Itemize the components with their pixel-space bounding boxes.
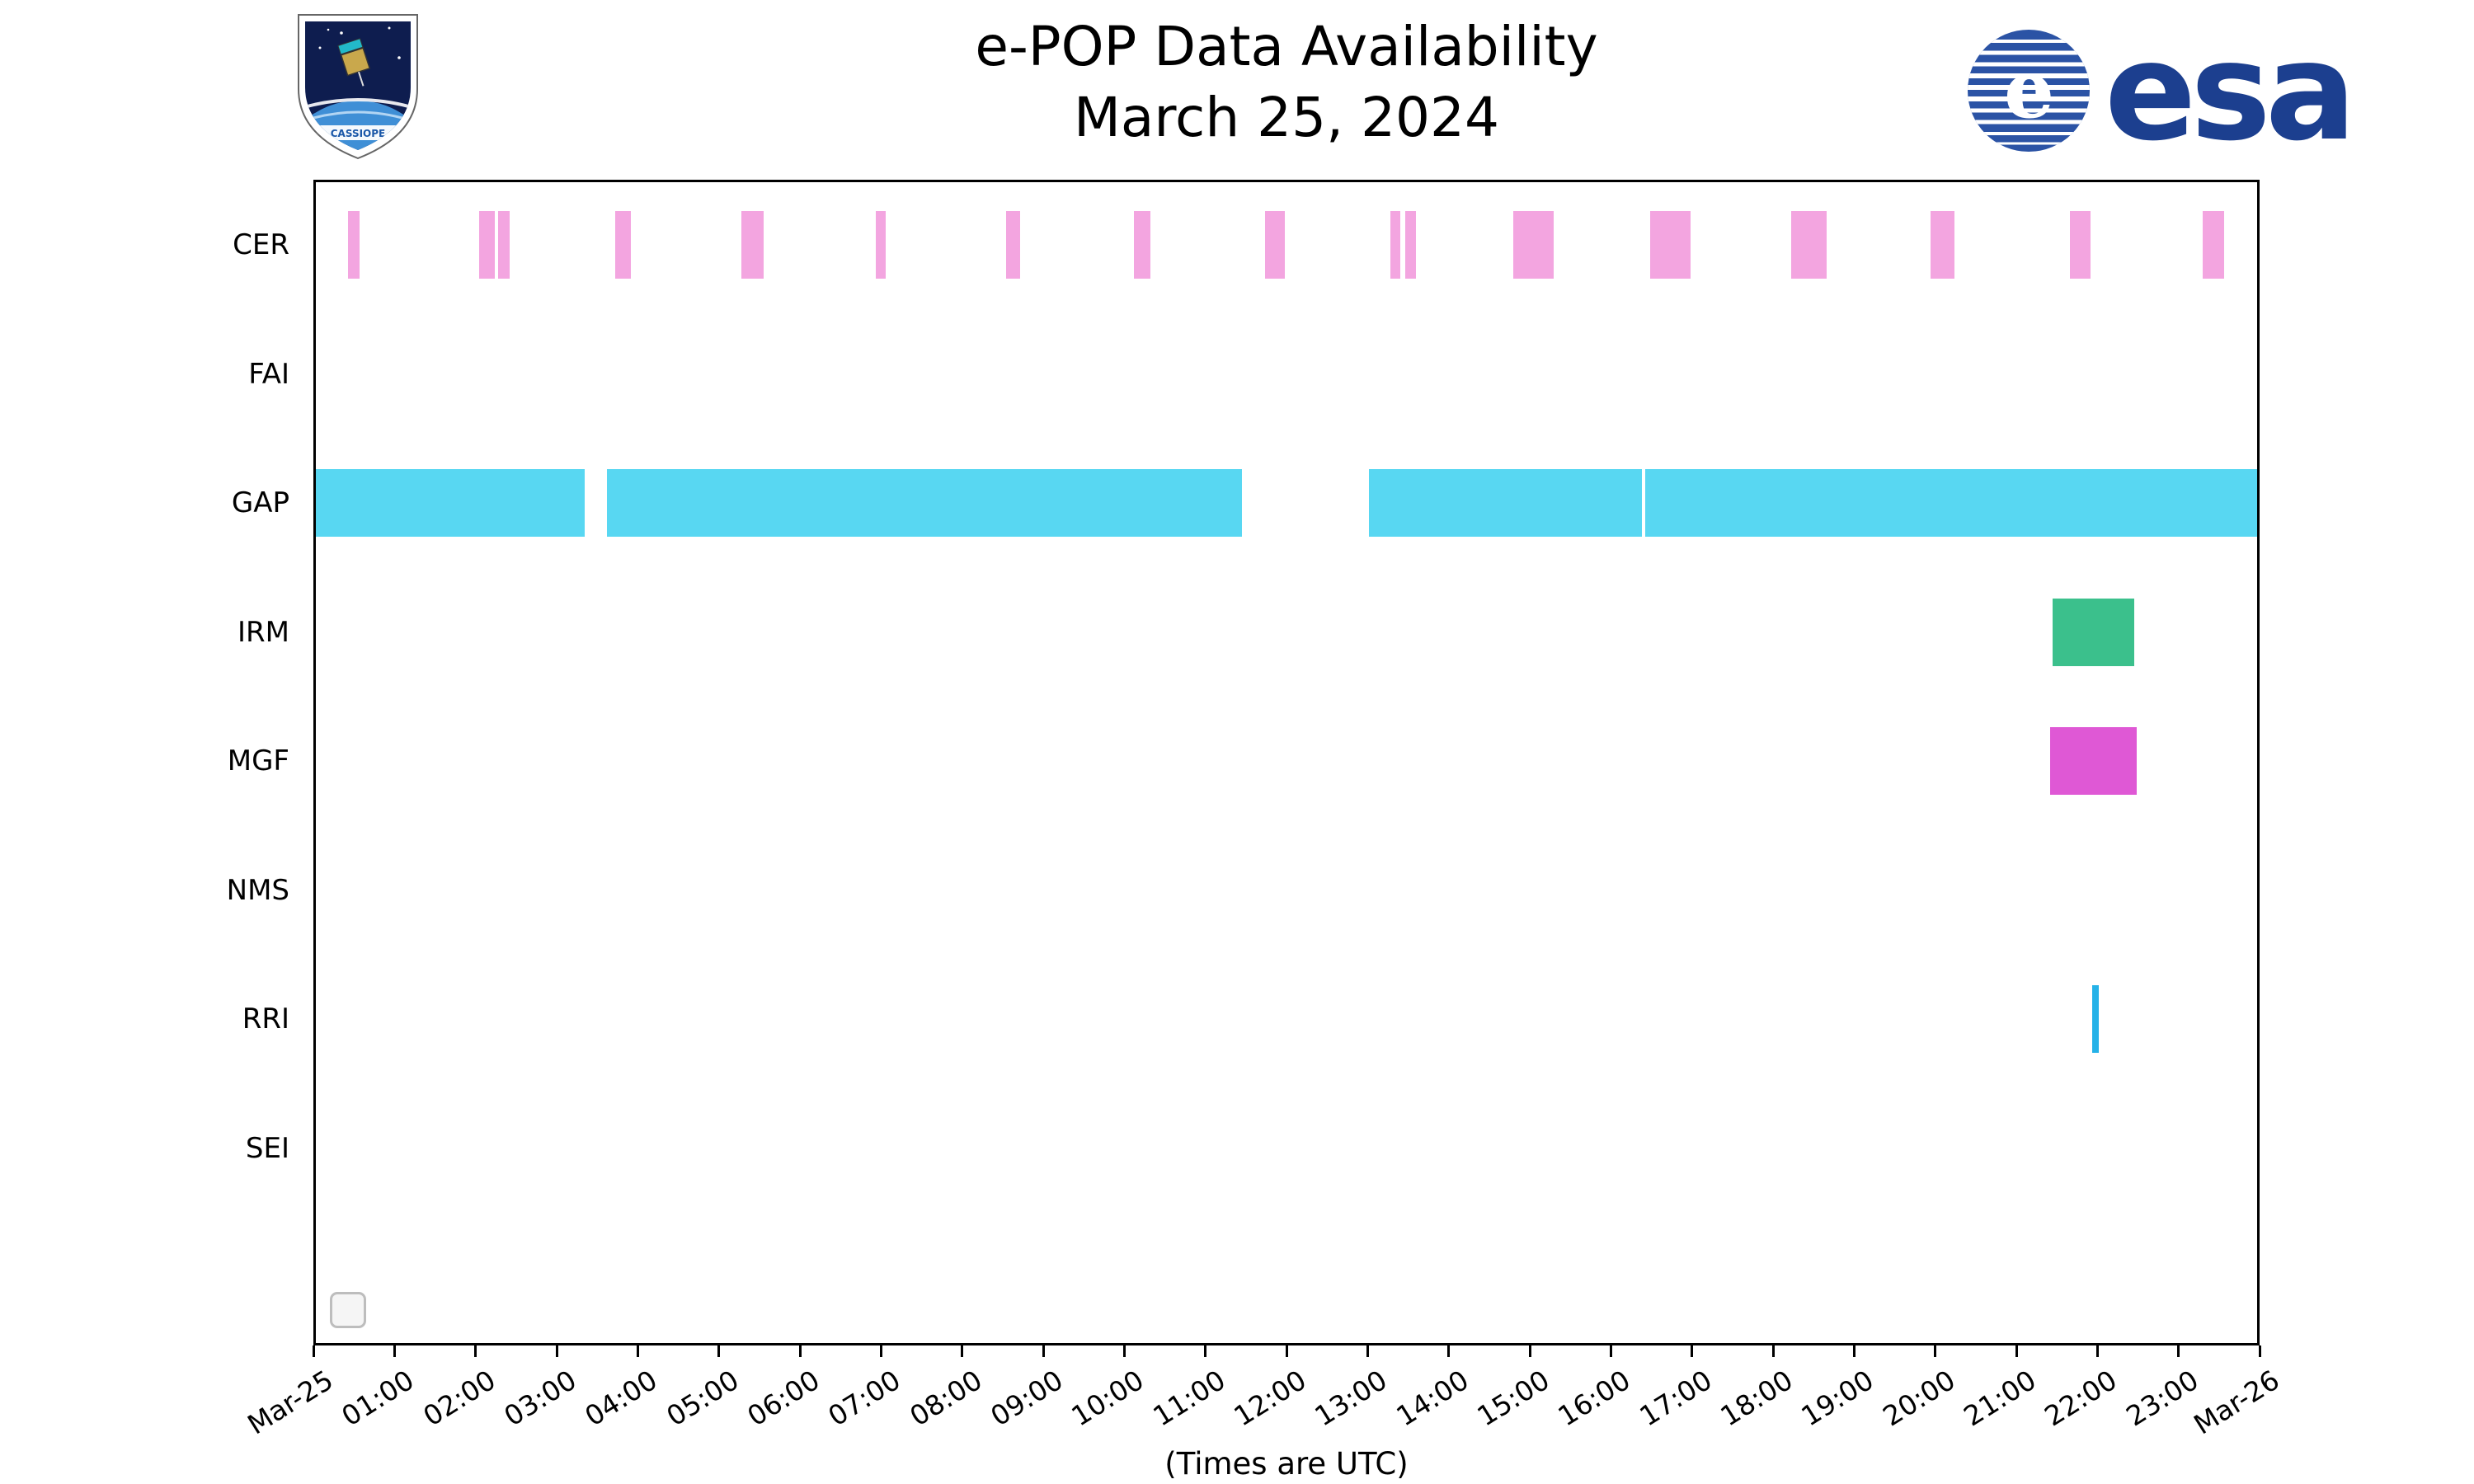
availability-bar-gap: [313, 469, 586, 537]
x-tick-label-21-00: 21:00: [1958, 1364, 2042, 1433]
availability-bar-cer: [1649, 211, 1691, 279]
x-tick-label-04-00: 04:00: [579, 1364, 663, 1433]
satellite-icon: [337, 38, 371, 87]
availability-bar-gap: [1644, 469, 2260, 537]
availability-bar-cer: [614, 211, 632, 279]
x-tick-mark: [879, 1345, 882, 1357]
availability-bar-cer: [1930, 211, 1955, 279]
esa-wordmark: esa: [2105, 13, 2357, 171]
cassiope-label: CASSIOPE: [331, 128, 386, 139]
x-tick-mark: [1691, 1345, 1694, 1357]
x-tick-label-01-00: 01:00: [336, 1364, 420, 1433]
availability-bar-cer: [1134, 211, 1150, 279]
x-tick-mark: [2258, 1345, 2261, 1357]
title-line-1: e-POP Data Availability: [975, 15, 1598, 78]
x-tick-mark: [1934, 1345, 1937, 1357]
row-label-fai: FAI: [248, 357, 289, 391]
availability-bar-gap: [1369, 469, 1642, 537]
availability-bar-cer: [1513, 211, 1554, 279]
legend-box: [330, 1292, 366, 1328]
availability-bar-cer: [348, 211, 360, 279]
x-tick-mark: [1609, 1345, 1612, 1357]
x-tick-mark: [2177, 1345, 2180, 1357]
x-tick-mark: [1042, 1345, 1045, 1357]
x-tick-label-mar-26: Mar-26: [2188, 1364, 2285, 1441]
cassiope-patch-graphic: CASSIOPE: [298, 14, 418, 160]
x-tick-mark: [1122, 1345, 1126, 1357]
x-tick-label-15-00: 15:00: [1471, 1364, 1555, 1433]
x-tick-mark: [1366, 1345, 1369, 1357]
availability-bar-rri: [2092, 985, 2100, 1053]
availability-bar-cer: [1265, 211, 1286, 279]
x-tick-mark: [1852, 1345, 1856, 1357]
availability-bar-cer: [498, 211, 510, 279]
x-tick-mark: [717, 1345, 721, 1357]
x-tick-label-10-00: 10:00: [1065, 1364, 1150, 1433]
row-label-rri: RRI: [242, 1003, 289, 1036]
x-tick-label-20-00: 20:00: [1876, 1364, 1961, 1433]
x-axis-caption: (Times are UTC): [1164, 1446, 1409, 1482]
availability-bar-cer: [478, 211, 496, 279]
x-tick-label-19-00: 19:00: [1795, 1364, 1879, 1433]
availability-bar-mgf: [2050, 727, 2137, 795]
plot-frame: [313, 180, 2260, 1345]
esa-logo: e: [1964, 26, 2093, 155]
x-tick-label-06-00: 06:00: [741, 1364, 825, 1433]
x-tick-mark: [798, 1345, 802, 1357]
x-tick-label-17-00: 17:00: [1633, 1364, 1718, 1433]
esa-globe-icon: e: [1968, 30, 2090, 152]
availability-bar-cer: [2203, 211, 2224, 279]
x-tick-mark: [474, 1345, 477, 1357]
x-tick-label-03-00: 03:00: [498, 1364, 582, 1433]
plot-area: [313, 180, 2260, 1345]
availability-bar-cer: [1790, 211, 1827, 279]
x-tick-label-12-00: 12:00: [1228, 1364, 1312, 1433]
availability-bar-cer: [1404, 211, 1417, 279]
x-tick-label-13-00: 13:00: [1309, 1364, 1393, 1433]
x-tick-label-08-00: 08:00: [903, 1364, 988, 1433]
page-title: e-POP Data Availability March 25, 2024: [313, 12, 2260, 153]
row-label-mgf: MGF: [227, 744, 289, 777]
availability-bar-cer: [1390, 211, 1400, 279]
x-tick-mark: [312, 1345, 315, 1357]
x-tick-label-18-00: 18:00: [1714, 1364, 1799, 1433]
row-label-cer: CER: [233, 228, 289, 261]
x-tick-mark: [2015, 1345, 2018, 1357]
x-tick-label-mar-25: Mar-25: [242, 1364, 339, 1441]
x-tick-mark: [961, 1345, 964, 1357]
x-tick-label-05-00: 05:00: [660, 1364, 745, 1433]
x-tick-label-07-00: 07:00: [822, 1364, 906, 1433]
availability-bar-gap: [606, 469, 1242, 537]
x-tick-label-14-00: 14:00: [1390, 1364, 1475, 1433]
x-tick-mark: [1285, 1345, 1288, 1357]
availability-bar-cer: [741, 211, 764, 279]
availability-bar-irm: [2053, 598, 2134, 666]
esa-e-glyph: e: [2004, 43, 2054, 136]
x-tick-mark: [393, 1345, 396, 1357]
x-tick-label-11-00: 11:00: [1146, 1364, 1231, 1433]
row-label-irm: IRM: [238, 615, 289, 649]
x-tick-mark: [1771, 1345, 1775, 1357]
row-label-gap: GAP: [231, 486, 289, 519]
availability-bar-cer: [2069, 211, 2091, 279]
x-tick-mark: [636, 1345, 639, 1357]
title-line-2: March 25, 2024: [1073, 86, 1500, 149]
x-tick-label-09-00: 09:00: [985, 1364, 1069, 1433]
x-tick-mark: [555, 1345, 558, 1357]
x-tick-mark: [2095, 1345, 2099, 1357]
x-tick-label-23-00: 23:00: [2119, 1364, 2204, 1433]
row-label-nms: NMS: [226, 873, 289, 907]
x-tick-label-02-00: 02:00: [416, 1364, 501, 1433]
availability-bar-cer: [1005, 211, 1021, 279]
cassiope-mission-patch: CASSIOPE: [290, 8, 426, 163]
x-tick-mark: [1204, 1345, 1207, 1357]
x-tick-label-22-00: 22:00: [2039, 1364, 2123, 1433]
x-tick-mark: [1528, 1345, 1531, 1357]
x-tick-mark: [1447, 1345, 1451, 1357]
row-label-sei: SEI: [245, 1131, 289, 1165]
availability-bar-cer: [876, 211, 887, 279]
x-tick-label-16-00: 16:00: [1552, 1364, 1636, 1433]
